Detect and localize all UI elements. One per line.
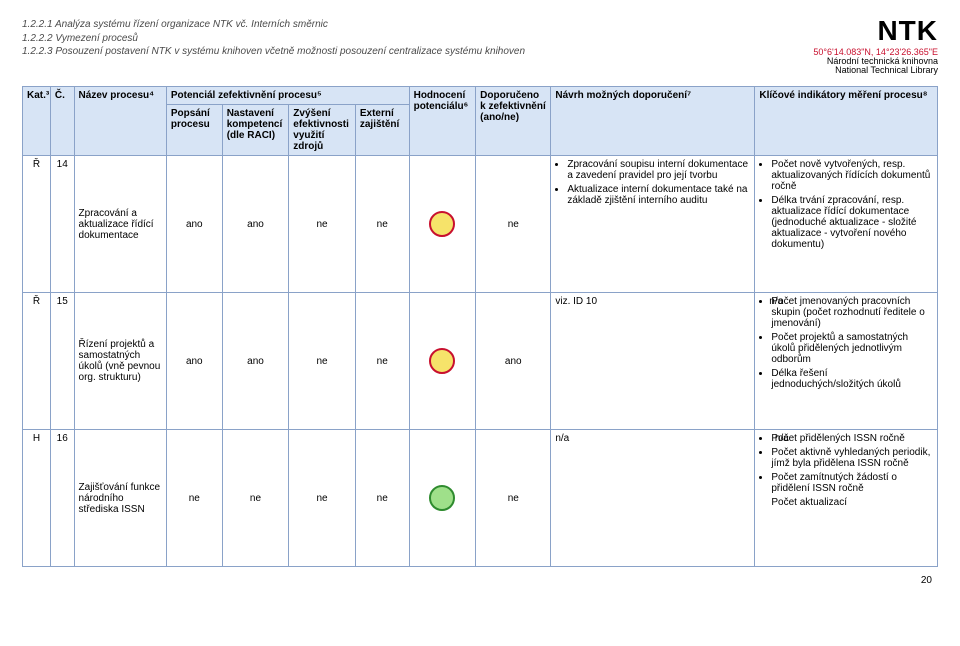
cell-externi: ne	[355, 430, 409, 567]
page-header: 1.2.2.1 Analýza systému řízení organizac…	[22, 18, 938, 76]
list-item: Počet přidělených ISSN ročně	[771, 433, 933, 444]
th-potencial-group: Potenciál zefektivnění procesu⁵	[166, 87, 409, 105]
cell-kat: Ř	[23, 293, 51, 430]
th-nastaveni: Nastavení kompetencí (dle RACI)	[222, 105, 289, 156]
cell-zvyseni: ne	[289, 430, 356, 567]
logo-sub2: National Technical Library	[813, 66, 938, 76]
th-zvyseni: Zvýšení efektivnosti využití zdrojů	[289, 105, 356, 156]
process-table: Kat.³ Č. Název procesu⁴ Potenciál zefekt…	[22, 86, 938, 567]
table-row: H16Zajišťování funkce národního středisk…	[23, 430, 938, 567]
cell-hodnoceni	[409, 293, 476, 430]
cell-nastaveni: ano	[222, 156, 289, 293]
list-item: Délka řešení jednoduchých/složitých úkol…	[771, 368, 933, 390]
list-item: Počet projektů a samostatných úkolů přid…	[771, 332, 933, 365]
rating-circle-icon	[429, 485, 455, 511]
logo-block: NTK 50°6'14.083"N, 14°23'26.365"E Národn…	[813, 18, 938, 76]
cell-nastaveni: ne	[222, 430, 289, 567]
indikatory-list: Počet přidělených ISSN ročně Počet aktivn…	[759, 433, 933, 494]
table-body: Ř14Zpracování a aktualizace řídící dokum…	[23, 156, 938, 567]
cell-zvyseni: ne	[289, 156, 356, 293]
cell-indikatory: Počet jmenovaných pracovních skupin (poč…	[755, 293, 938, 430]
toc-line-3: 1.2.2.3 Posouzení postavení NTK v systém…	[22, 45, 525, 59]
cell-hodnoceni	[409, 430, 476, 567]
list-item: Počet jmenovaných pracovních skupin (poč…	[771, 296, 933, 329]
cell-nazev: Řízení projektů a samostatných úkolů (vn…	[74, 293, 166, 430]
th-kat: Kat.³	[23, 87, 51, 156]
cell-externi: ne	[355, 156, 409, 293]
cell-c: 14	[50, 156, 74, 293]
table-row: Ř15Řízení projektů a samostatných úkolů …	[23, 293, 938, 430]
toc-line-2: 1.2.2.2 Vymezení procesů	[22, 32, 525, 46]
cell-kat: Ř	[23, 156, 51, 293]
cell-nastaveni: ano	[222, 293, 289, 430]
cell-doporuceno: ne	[476, 430, 551, 567]
cell-indikatory: Počet přidělených ISSN ročně Počet aktivn…	[755, 430, 938, 567]
indikatory-list: Počet jmenovaných pracovních skupin (poč…	[759, 296, 933, 390]
cell-navrh: Zpracování soupisu interní dokumentace a…	[551, 156, 755, 293]
cell-indikatory: Počet nově vytvořených, resp. aktualizov…	[755, 156, 938, 293]
th-hodnoceni: Hodnocení potenciálu⁶	[409, 87, 476, 156]
cell-c: 15	[50, 293, 74, 430]
list-item: Zpracování soupisu interní dokumentace a…	[567, 159, 750, 181]
toc-block: 1.2.2.1 Analýza systému řízení organizac…	[22, 18, 525, 59]
page-number: 20	[22, 575, 938, 586]
cell-c: 16	[50, 430, 74, 567]
th-nazev: Název procesu⁴	[74, 87, 166, 156]
cell-popsani: ano	[166, 293, 222, 430]
table-row: Ř14Zpracování a aktualizace řídící dokum…	[23, 156, 938, 293]
navrh-extra-text: n/a n/a	[555, 433, 750, 444]
cell-nazev: Zajišťování funkce národního střediska I…	[74, 430, 166, 567]
th-popsani: Popsání procesu	[166, 105, 222, 156]
list-item: Délka trvání zpracování, resp. aktualiza…	[771, 195, 933, 250]
toc-line-1: 1.2.2.1 Analýza systému řízení organizac…	[22, 18, 525, 32]
th-indikatory: Klíčové indikátory měření procesu⁸	[755, 87, 938, 156]
logo-text: NTK	[813, 18, 938, 45]
cell-navrh: n/a n/a	[551, 430, 755, 567]
cell-popsani: ne	[166, 430, 222, 567]
cell-doporuceno: ano	[476, 293, 551, 430]
cell-navrh: viz. ID 10 n/a	[551, 293, 755, 430]
navrh-list: Zpracování soupisu interní dokumentace a…	[555, 159, 750, 206]
cell-kat: H	[23, 430, 51, 567]
rating-circle-icon	[429, 348, 455, 374]
th-navrh: Návrh možných doporučení⁷	[551, 87, 755, 156]
navrh-extra-text: viz. ID 10 n/a	[555, 296, 750, 307]
cell-zvyseni: ne	[289, 293, 356, 430]
th-externi: Externí zajištění	[355, 105, 409, 156]
th-c: Č.	[50, 87, 74, 156]
rating-circle-icon	[429, 211, 455, 237]
indikatory-extra-text: Počet aktualizací	[771, 497, 933, 508]
list-item: Počet zamítnutých žádostí o přidělení IS…	[771, 472, 933, 494]
list-item: Počet aktivně vyhledaných periodik, jímž…	[771, 447, 933, 469]
table-head: Kat.³ Č. Název procesu⁴ Potenciál zefekt…	[23, 87, 938, 156]
indikatory-list: Počet nově vytvořených, resp. aktualizov…	[759, 159, 933, 250]
cell-doporuceno: ne	[476, 156, 551, 293]
cell-popsani: ano	[166, 156, 222, 293]
th-doporuceno: Doporučeno k zefektivnění (ano/ne)	[476, 87, 551, 156]
cell-nazev: Zpracování a aktualizace řídící dokument…	[74, 156, 166, 293]
cell-externi: ne	[355, 293, 409, 430]
list-item: Počet nově vytvořených, resp. aktualizov…	[771, 159, 933, 192]
cell-hodnoceni	[409, 156, 476, 293]
list-item: Aktualizace interní dokumentace také na …	[567, 184, 750, 206]
